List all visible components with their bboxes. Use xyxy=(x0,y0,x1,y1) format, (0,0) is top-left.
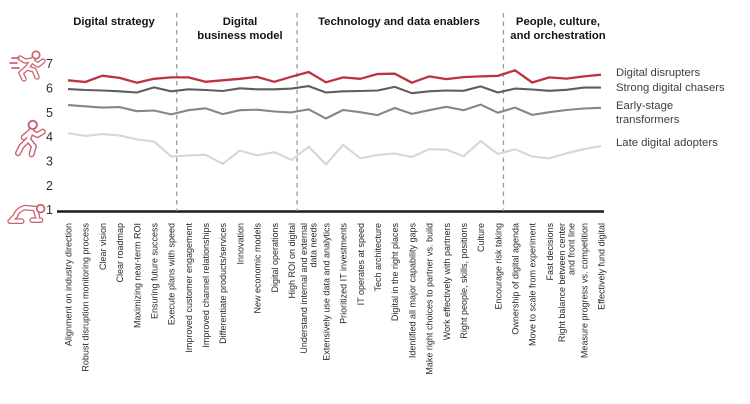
category-label: Identified all major capability gaps xyxy=(407,223,417,359)
category-label: IT operates at speed xyxy=(356,223,366,305)
running-person-icon-fill xyxy=(28,130,45,137)
y-tick-label: 6 xyxy=(46,82,53,96)
running-person-icon-fill xyxy=(22,130,33,139)
sprinting-person-icon-fill xyxy=(25,66,39,79)
category-label: Effectively fund digital xyxy=(597,223,607,310)
group-header-line: and orchestration xyxy=(510,29,606,42)
category-label: Move to scale from experiment xyxy=(528,223,538,347)
category-label: Robust disruption monitoring process xyxy=(81,223,91,372)
sprinting-person-icon-fill xyxy=(18,56,34,63)
category-label: Right people, skills, positions xyxy=(459,223,469,339)
series-line-digital-disrupters xyxy=(67,69,602,84)
group-header-line: Digital xyxy=(222,16,258,28)
legend-line: Late digital adopters xyxy=(616,137,718,149)
crawling-person-icon-head xyxy=(35,203,46,214)
running-person-icon xyxy=(14,119,46,158)
category-label: Improved customer engagement xyxy=(184,223,194,353)
series-line-late-digital-adopters xyxy=(67,132,602,166)
category-label: Extensively use data and analytics xyxy=(321,223,331,361)
y-tick-label: 3 xyxy=(46,155,53,169)
group-header-digital-strategy: Digital strategy xyxy=(73,16,155,30)
category-label: data needs xyxy=(309,223,319,268)
legend-line: transformers xyxy=(616,114,680,126)
category-label: Make right choices to partner vs. build xyxy=(425,223,435,375)
category-label: Improved channel relationships xyxy=(201,223,211,348)
sprinting-person-icon-fill xyxy=(19,66,29,81)
group-header-line: business model xyxy=(197,29,283,42)
y-tick-label: 5 xyxy=(46,106,53,120)
group-header-technology-and-data-enablers: Technology and data enablers xyxy=(318,16,480,30)
category-label: and front line xyxy=(567,223,577,275)
category-label: Understand internal and external xyxy=(299,223,309,354)
sprinting-person-icon-head xyxy=(31,50,41,60)
legend-line: Strong digital chasers xyxy=(616,81,725,94)
crawling-person-icon-fill xyxy=(10,214,17,221)
category-label: Right balance between center xyxy=(557,223,567,342)
category-label: Maximizing near-term ROI xyxy=(132,223,142,328)
category-label: Clear vision xyxy=(98,223,108,270)
legend-line: Digital disrupters xyxy=(616,67,701,79)
category-label: Digital in the right places xyxy=(390,223,400,322)
legend-label-late-digital-adopters: Late digital adopters xyxy=(616,136,718,151)
crawling-person-icon-fill xyxy=(33,207,39,219)
running-person-icon-fill xyxy=(26,137,36,156)
group-header-people-culture-and-orchestration: People, culture, and orchestration xyxy=(510,16,605,43)
category-label: Encourage risk taking xyxy=(493,223,503,310)
running-person-icon-fill xyxy=(16,137,30,155)
category-label: Fast decisions xyxy=(545,223,555,281)
y-tick-label: 2 xyxy=(46,179,53,193)
legend-label-strong-digital-chasers: Strong digital chasers xyxy=(616,81,725,96)
category-label: Clear roadmap xyxy=(115,223,125,283)
category-label: Innovation xyxy=(235,223,245,265)
category-label: Measure progress vs. competition xyxy=(579,223,589,358)
category-label: Tech architecture xyxy=(373,223,383,292)
group-header-line: Digital strategy xyxy=(73,16,155,28)
y-tick-label: 7 xyxy=(46,57,53,71)
legend-label-digital-disrupters: Digital disrupters xyxy=(616,66,700,81)
category-label: Prioritized IT investments xyxy=(339,223,349,324)
group-header-line: People, culture, xyxy=(515,16,601,28)
y-tick-label: 4 xyxy=(46,130,53,144)
group-header-digital-business-model: Digital business model xyxy=(197,16,282,43)
y-tick-label: 1 xyxy=(46,203,53,217)
category-label: Culture xyxy=(476,223,486,252)
category-label: Digital operations xyxy=(270,223,280,293)
running-person-icon-head xyxy=(27,119,38,131)
series-line-strong-digital-chasers xyxy=(67,85,601,95)
category-label: Ensuring future success xyxy=(149,223,159,320)
group-header-line: Technology and data enablers xyxy=(318,16,480,28)
legend-line: Early-stage xyxy=(616,99,674,112)
category-label: New economic models xyxy=(253,223,263,314)
category-label: Execute plans with speed xyxy=(167,223,177,325)
category-label: Work effectively with partners xyxy=(442,223,452,341)
sprinting-person-icon xyxy=(9,50,46,82)
category-label: Differentiate products/services xyxy=(218,223,228,344)
crawling-person-icon xyxy=(7,203,46,225)
series-line-early-stage-transformers xyxy=(67,103,602,120)
category-label: Alignment on industry direction xyxy=(64,223,74,346)
category-label: Ownership of digital agenda xyxy=(511,223,521,335)
category-label: High ROI on digital xyxy=(287,223,297,299)
sprinting-person-icon-fill xyxy=(30,59,45,67)
legend-label-early-stage-transformers: Early-stage transformers xyxy=(616,99,679,128)
